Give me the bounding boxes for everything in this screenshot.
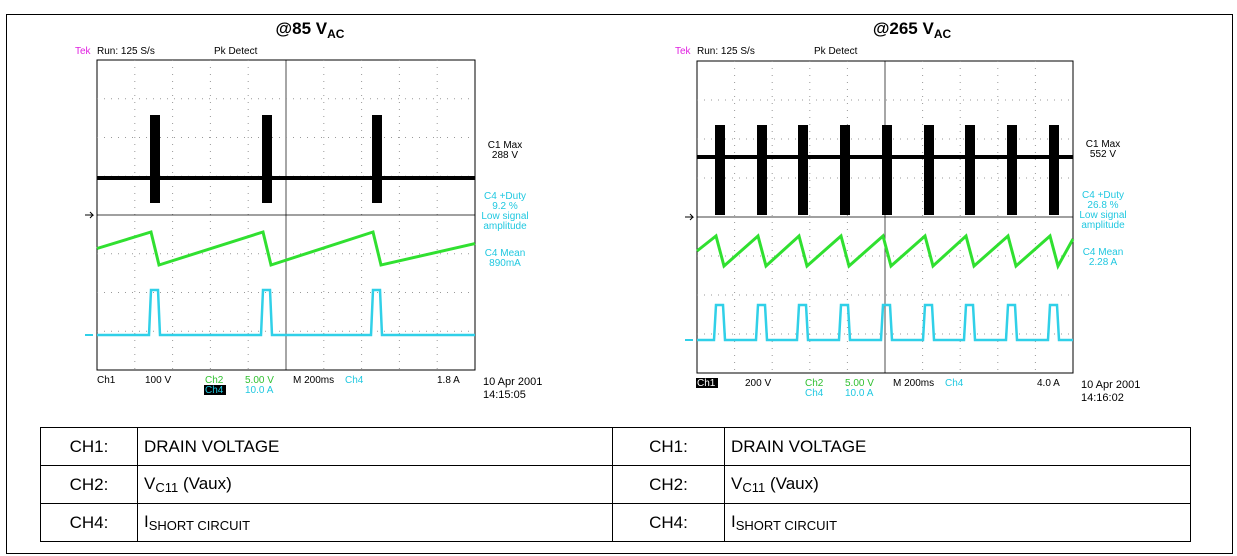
table-cell: ISHORT CIRCUIT <box>725 504 1191 542</box>
footer-ch4-scale: 10.0 A <box>245 385 274 396</box>
table-cell: CH2: <box>41 466 138 504</box>
title-sub: AC <box>934 27 952 41</box>
table-cell: CH2: <box>613 466 725 504</box>
table-cell: DRAIN VOLTAGE <box>138 428 613 466</box>
table-cell: VC11 (Vaux) <box>138 466 613 504</box>
footer-ch4: Ch4 <box>945 378 964 389</box>
scope-run: Run: 125 S/s <box>697 46 755 57</box>
cell-rest: (Vaux) <box>765 474 819 493</box>
scope-run: Run: 125 S/s <box>97 46 155 57</box>
cell-text: CH2: <box>649 475 688 494</box>
footer-ch4-scale: 10.0 A <box>845 388 874 399</box>
footer-ch1: Ch1 <box>697 378 716 389</box>
readout: 552 V <box>1090 149 1116 160</box>
panel-title: @265 VAC <box>873 19 952 41</box>
ch1-burst <box>757 125 767 215</box>
cell-text: CH1: <box>649 437 688 456</box>
footer-ch1-scale: 100 V <box>145 375 171 386</box>
footer-ch4b: Ch4 <box>805 388 824 399</box>
table-row: CH1: DRAIN VOLTAGE CH1: DRAIN VOLTAGE <box>41 428 1191 466</box>
title-sub: AC <box>327 27 345 41</box>
table-cell: CH1: <box>41 428 138 466</box>
table-cell: DRAIN VOLTAGE <box>725 428 1191 466</box>
ch1-burst <box>372 115 382 203</box>
cell-text: CH4: <box>70 513 109 532</box>
table-cell: CH1: <box>613 428 725 466</box>
cell-sub: C11 <box>155 480 178 495</box>
readout: 890mA <box>489 258 521 269</box>
footer-timebase: M 200ms <box>293 375 334 386</box>
scope-mode: Pk Detect <box>814 46 858 57</box>
scope-time: 14:15:05 <box>483 389 526 401</box>
table-row: CH4: ISHORT CIRCUIT CH4: ISHORT CIRCUIT <box>41 504 1191 542</box>
scope-mode: Pk Detect <box>214 46 258 57</box>
table-cell: ISHORT CIRCUIT <box>138 504 613 542</box>
page: {"figure": {"panels": [ {"title": {"main… <box>0 0 1237 556</box>
ch1-burst <box>1007 125 1017 215</box>
cell-text: CH4: <box>649 513 688 532</box>
ch1-burst <box>840 125 850 215</box>
cell-text: DRAIN VOLTAGE <box>731 437 866 456</box>
footer-trigger: 1.8 A <box>437 375 460 386</box>
panel-title: @85 VAC <box>276 19 345 41</box>
footer-trigger: 4.0 A <box>1037 378 1060 389</box>
cell-main: V <box>144 474 155 493</box>
table-row: CH2:VC11 (Vaux)CH2:VC11 (Vaux) <box>41 466 1191 504</box>
ch1-burst <box>882 125 892 215</box>
cell-text: CH2: <box>70 475 109 494</box>
ch1-burst <box>262 115 272 203</box>
scope-date: 10 Apr 2001 <box>483 376 542 388</box>
ch1-burst <box>1049 125 1059 215</box>
cell-text: DRAIN VOLTAGE <box>144 437 279 456</box>
table-cell: CH4: <box>613 504 725 542</box>
title-main: @265 V <box>873 19 935 38</box>
scope-brand: Tek <box>75 46 92 57</box>
footer-timebase: M 200ms <box>893 378 934 389</box>
cell-main: V <box>731 474 742 493</box>
scope-time: 14:16:02 <box>1081 392 1124 404</box>
readout: amplitude <box>483 221 527 232</box>
footer-ch1: Ch1 <box>97 375 116 386</box>
ch1-burst <box>924 125 934 215</box>
cell-rest: (Vaux) <box>178 474 232 493</box>
ch1-burst <box>798 125 808 215</box>
readout: 2.28 A <box>1089 257 1118 268</box>
footer-ch1-scale: 200 V <box>745 378 771 389</box>
ch1-burst <box>715 125 725 215</box>
cell-sub: C11 <box>742 480 765 495</box>
readout: 288 V <box>492 150 518 161</box>
cell-text: CH1: <box>70 437 109 456</box>
footer-ch4: Ch4 <box>345 375 364 386</box>
scope-date: 10 Apr 2001 <box>1081 379 1140 391</box>
readout: amplitude <box>1081 220 1125 231</box>
table-cell: VC11 (Vaux) <box>725 466 1191 504</box>
scope-brand: Tek <box>675 46 692 57</box>
ch1-marker <box>85 212 93 218</box>
cell-smallcaps: SHORT CIRCUIT <box>149 518 250 533</box>
cell-smallcaps: SHORT CIRCUIT <box>736 518 837 533</box>
table-cell: CH4: <box>41 504 138 542</box>
title-main: @85 V <box>276 19 328 38</box>
ch1-burst <box>965 125 975 215</box>
footer-ch4b: Ch4 <box>205 385 224 396</box>
ch1-marker <box>685 214 693 220</box>
ch1-burst <box>150 115 160 203</box>
